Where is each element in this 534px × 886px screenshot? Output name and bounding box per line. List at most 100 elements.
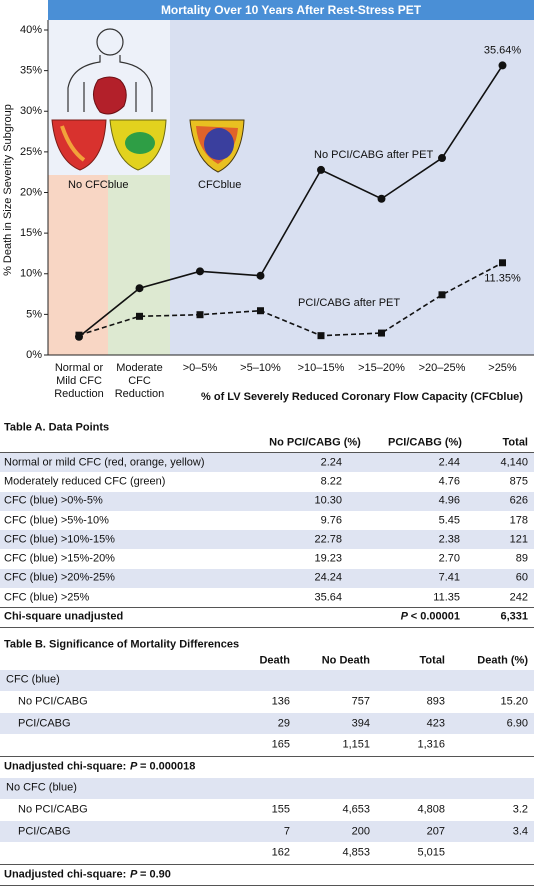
- heart-slice-green-detail: [125, 132, 155, 154]
- heart-slice-red-detail: [60, 125, 86, 162]
- series-label: No PCI/CABG after PET: [314, 149, 433, 161]
- x-tick-label: >5–10%: [240, 362, 281, 374]
- row-label: No PCI/CABG: [18, 803, 88, 816]
- point: [378, 329, 385, 337]
- p-symbol: P: [400, 610, 408, 623]
- value-label: 35.64%: [484, 44, 522, 56]
- point: [135, 284, 144, 293]
- summary-label: Chi-square unadjusted: [4, 610, 124, 623]
- heart-icon: [93, 76, 127, 115]
- column-header: PCI/CABG (%): [388, 436, 462, 449]
- row-shade: [0, 777, 534, 800]
- point: [499, 259, 506, 267]
- column-header: No PCI/CABG (%): [269, 436, 361, 449]
- total-cell: 5,015: [417, 846, 445, 859]
- table-title: Table B. Significance of Mortality Diffe…: [4, 638, 240, 651]
- row-label: Moderately reduced CFC (green): [4, 475, 166, 488]
- summary-total: 6,331: [500, 610, 528, 623]
- point: [317, 165, 325, 174]
- row-label: CFC (blue) >10%-15%: [4, 533, 115, 546]
- table-cell: 200: [351, 825, 370, 837]
- rule: [0, 607, 534, 609]
- column-header: No Death: [321, 654, 370, 667]
- table-cell: 3.4: [512, 825, 528, 837]
- table-cell: 875: [509, 475, 528, 488]
- row-shade: [0, 568, 534, 589]
- row-shade: [0, 453, 534, 473]
- table-cell: 2.24: [320, 456, 342, 469]
- group-label: CFC (blue): [6, 673, 60, 686]
- point: [377, 194, 386, 203]
- column-header: Total: [502, 436, 528, 449]
- table-cell: 2.44: [438, 456, 460, 469]
- point: [438, 291, 446, 299]
- table-title: Table A. Data Points: [4, 421, 110, 434]
- group-label: No CFC (blue): [6, 781, 77, 794]
- column-header: Total: [419, 654, 445, 667]
- x-tick-label: >20–25%: [418, 362, 466, 374]
- point: [438, 154, 446, 163]
- point: [136, 312, 143, 320]
- p-symbol: P: [130, 868, 138, 881]
- moderate-panel: [108, 175, 170, 355]
- table-cell: 15.20: [500, 695, 528, 708]
- value-label: 11.35%: [484, 273, 521, 285]
- rule: [0, 755, 534, 757]
- row-label: PCI/CABG: [18, 717, 71, 729]
- table-cell: 207: [426, 825, 445, 837]
- rule: [0, 863, 534, 865]
- table-cell: 394: [351, 717, 370, 729]
- body-illustration: [67, 28, 153, 112]
- y-tick-label: 30%: [20, 105, 42, 117]
- chart: Mortality Over 10 Years After Rest-Stres…: [2, 0, 534, 403]
- table-cell: 178: [509, 514, 528, 527]
- x-tick-label: Moderate CFC Reduction: [114, 362, 165, 400]
- table-cell: 4,808: [417, 803, 445, 816]
- row-shade: [0, 669, 534, 692]
- x-tick-label: >15–20%: [358, 362, 405, 374]
- y-tick-label: 10%: [20, 268, 42, 280]
- table-cell: 3.2: [512, 803, 528, 816]
- table-cell: 4,653: [342, 803, 370, 816]
- row-label: No PCI/CABG: [18, 695, 88, 708]
- table-cell: 155: [271, 803, 290, 816]
- test-label: Unadjusted chi-square:: [4, 760, 127, 773]
- table-cell: 2.70: [438, 552, 460, 565]
- rule: [0, 452, 534, 453]
- row-label: CFC (blue) >0%-5%: [4, 494, 103, 507]
- table-cell: 4,140: [500, 456, 528, 469]
- y-tick-label: 5%: [26, 308, 42, 320]
- table-cell: 22.78: [314, 533, 342, 546]
- total-cell: 1,151: [342, 738, 370, 751]
- table-cell: 10.30: [314, 494, 342, 507]
- table-cell: 8.22: [320, 475, 342, 488]
- table-cell: 2.38: [438, 533, 460, 546]
- point: [257, 307, 264, 315]
- table-cell: 423: [426, 717, 445, 729]
- series-label: PCI/CABG after PET: [298, 297, 400, 309]
- point: [196, 267, 204, 276]
- row-label: CFC (blue) >15%-20%: [4, 552, 115, 565]
- table-cell: 4.96: [438, 494, 460, 507]
- table-cell: 121: [509, 533, 528, 546]
- series-line: [78, 64, 504, 338]
- total-cell: 4,853: [342, 846, 370, 859]
- row-shade: [0, 530, 534, 550]
- annotation: CFCblue: [198, 179, 241, 191]
- table-cell: 7.41: [438, 571, 460, 584]
- y-tick-label: 0%: [26, 349, 42, 361]
- y-tick-label: 15%: [20, 227, 42, 239]
- x-axis-title: % of LV Severely Reduced Coronary Flow C…: [201, 391, 523, 403]
- table-cell: 893: [426, 695, 445, 708]
- cfcblue-panel: [170, 20, 534, 355]
- x-tick-label: >10–15%: [297, 362, 345, 374]
- test-label: Unadjusted chi-square:: [4, 868, 127, 881]
- table-cell: 242: [509, 591, 528, 604]
- y-tick-label: 20%: [20, 186, 42, 198]
- chart-title: Mortality Over 10 Years After Rest-Stres…: [161, 3, 422, 17]
- point: [317, 332, 325, 340]
- table-cell: 24.24: [314, 571, 342, 584]
- series-line: [78, 262, 503, 337]
- x-tick-label: >25%: [488, 362, 517, 374]
- table-cell: 5.45: [438, 514, 460, 527]
